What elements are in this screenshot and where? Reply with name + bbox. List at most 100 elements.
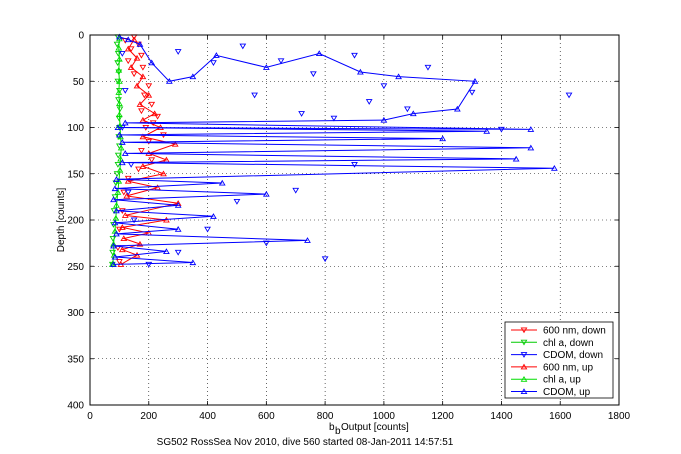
legend-marker <box>520 375 528 382</box>
y-tick-label: 150 <box>67 169 84 180</box>
data-point <box>114 161 122 168</box>
data-point <box>148 59 156 66</box>
y-tick-label: 0 <box>78 31 84 42</box>
data-point <box>351 161 358 168</box>
x-tick-label: 1400 <box>490 411 513 422</box>
legend-marker <box>520 352 528 358</box>
data-point <box>136 101 144 107</box>
legend-item: chl a, up <box>511 375 581 386</box>
data-point <box>124 177 132 184</box>
data-point <box>321 256 329 263</box>
x-axis-label-main: b <box>329 422 335 433</box>
data-point <box>151 110 159 117</box>
legend-label: 600 nm, up <box>543 362 593 373</box>
data-point <box>471 78 479 84</box>
data-point <box>527 144 535 151</box>
y-tick-label: 400 <box>67 401 84 412</box>
data-point <box>120 189 128 196</box>
data-point <box>113 201 120 208</box>
data-point <box>116 131 123 138</box>
data-point <box>123 192 131 199</box>
data-point <box>111 253 119 260</box>
data-point <box>124 58 132 65</box>
x-tick-label: 1600 <box>549 411 572 422</box>
data-point <box>138 52 145 59</box>
data-point <box>136 240 144 247</box>
data-point <box>127 64 135 70</box>
data-point <box>124 36 132 43</box>
data-point <box>111 185 119 192</box>
data-point <box>118 224 126 230</box>
legend-marker <box>520 388 528 395</box>
y-axis-label: Depth [counts] <box>56 188 67 253</box>
data-point <box>113 41 121 48</box>
data-point <box>113 171 121 177</box>
data-point <box>110 242 117 249</box>
x-tick-label: 600 <box>258 411 275 422</box>
data-point <box>527 126 535 132</box>
data-point <box>210 60 217 66</box>
data-point <box>262 240 270 247</box>
data-point <box>116 106 124 113</box>
y-tick-label: 250 <box>67 262 84 273</box>
data-point <box>468 89 476 96</box>
legend-label: chl a, up <box>543 375 581 386</box>
data-point <box>111 219 119 226</box>
data-point <box>113 176 120 182</box>
series-line <box>111 38 122 265</box>
legend-item: CDOM, down <box>511 350 603 361</box>
x-tick-label: 800 <box>317 411 334 422</box>
data-point <box>135 166 142 173</box>
data-point <box>204 226 211 233</box>
data-point <box>112 214 120 221</box>
data-point <box>171 140 179 147</box>
y-tick-label: 100 <box>67 123 84 134</box>
data-point <box>154 113 161 120</box>
data-point <box>116 33 123 40</box>
data-point <box>117 144 125 151</box>
data-point <box>439 135 447 142</box>
data-point <box>121 212 129 218</box>
data-point <box>239 43 247 50</box>
data-point <box>114 152 122 159</box>
x-tick-label: 400 <box>199 411 216 422</box>
series-line <box>113 36 555 265</box>
data-point <box>233 198 241 205</box>
data-point <box>351 52 358 59</box>
data-point <box>189 259 197 266</box>
legend-label: CDOM, up <box>543 387 591 398</box>
data-point <box>298 111 305 117</box>
data-point <box>453 105 461 112</box>
data-point <box>365 99 373 105</box>
y-tick-label: 300 <box>67 308 84 319</box>
legend-item: 600 nm, down <box>511 326 606 337</box>
data-point <box>218 179 226 186</box>
data-point <box>174 226 182 232</box>
data-point <box>512 155 520 162</box>
data-point <box>116 166 124 173</box>
data-point <box>130 217 138 224</box>
data-point <box>174 201 182 208</box>
x-tick-label: 1200 <box>432 411 455 422</box>
series-5 <box>110 33 558 267</box>
data-point <box>189 73 197 80</box>
data-point <box>114 124 122 131</box>
data-point <box>120 235 128 242</box>
data-point <box>139 64 147 71</box>
data-point <box>136 41 144 47</box>
legend-item: CDOM, up <box>511 387 591 398</box>
data-point <box>174 49 182 55</box>
data-point <box>124 45 132 52</box>
data-point <box>118 139 126 145</box>
data-point <box>116 55 123 62</box>
data-point <box>304 237 311 243</box>
data-point <box>148 101 156 108</box>
legend-item: chl a, down <box>511 338 594 349</box>
data-point <box>118 159 126 166</box>
data-point <box>330 115 338 122</box>
data-point <box>309 71 317 78</box>
data-point <box>210 213 217 219</box>
x-tick-label: 0 <box>87 411 93 422</box>
